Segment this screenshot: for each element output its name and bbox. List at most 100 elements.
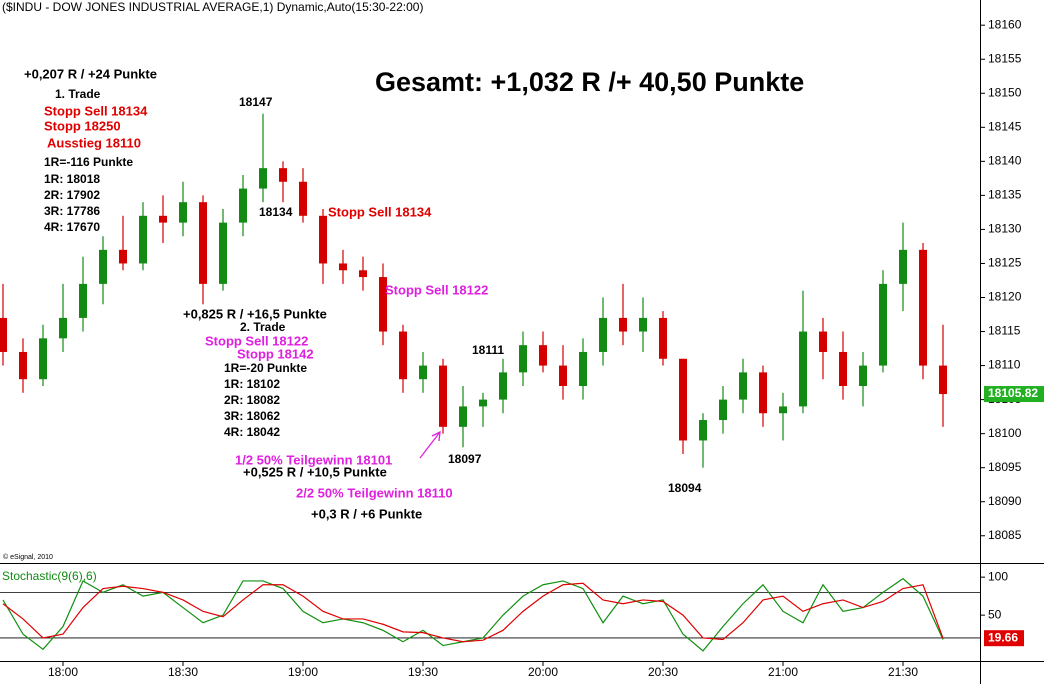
annotation: 18147	[239, 95, 273, 109]
last-price-label: 18105.82	[988, 386, 1038, 400]
y-tick-label: 18125	[988, 256, 1022, 270]
annotation: Stopp Sell 18134	[44, 103, 148, 118]
y-tick-label: 18150	[988, 85, 1022, 99]
y-tick-label: 18160	[988, 17, 1022, 31]
candle-body	[39, 338, 47, 380]
candle-body	[159, 215, 167, 223]
annotation: Stopp Sell 18134	[328, 204, 432, 219]
candle-body	[919, 249, 927, 366]
candle-body	[279, 168, 287, 182]
annotation: 1. Trade	[55, 87, 101, 101]
candle-body	[639, 317, 647, 332]
candle-body	[499, 372, 507, 400]
candle-body	[259, 168, 267, 189]
y-tick-label: 18135	[988, 188, 1022, 202]
candle-body	[539, 345, 547, 366]
x-tick-label: 18:00	[48, 665, 78, 679]
copyright: © eSignal, 2010	[3, 553, 53, 561]
stochastic-line	[2, 577, 944, 652]
candle-body	[719, 399, 727, 421]
candle-body	[699, 420, 707, 441]
y-tick-label: 18095	[988, 460, 1022, 474]
candle-body	[239, 188, 247, 223]
y-tick-label: 18120	[988, 290, 1022, 304]
annotation: 2R: 18082	[224, 393, 280, 407]
y-tick-label: 18140	[988, 154, 1022, 168]
annotation: Gesamt: +1,032 R /+ 40,50 Punkte	[375, 67, 804, 97]
candle-body	[939, 365, 947, 395]
y-tick-label: 18085	[988, 528, 1022, 542]
annotation: 3R: 17786	[44, 204, 100, 218]
x-tick-label: 20:30	[648, 665, 678, 679]
candle-body	[519, 345, 527, 373]
candle-body	[379, 277, 387, 332]
candle-body	[899, 249, 907, 284]
candle-body	[879, 283, 887, 366]
annotation: 1R=-20 Punkte	[224, 361, 307, 375]
candle-body	[659, 317, 667, 359]
annotation: 1R: 18018	[44, 172, 100, 186]
candle-body	[0, 317, 7, 352]
candle-body	[319, 215, 327, 264]
annotation: +0,207 R / +24 Punkte	[24, 66, 157, 81]
candle-body	[419, 365, 427, 380]
annotation: +0,525 R / +10,5 Punkte	[243, 464, 387, 479]
last-price-box	[984, 386, 1044, 403]
candle-body	[779, 406, 787, 414]
annotation: Stopp 18142	[237, 346, 314, 361]
y-tick-label: 18155	[988, 51, 1022, 65]
annotation: 18111	[472, 343, 504, 357]
annotation: 2. Trade	[240, 320, 286, 334]
candle-body	[739, 372, 747, 400]
annotation: 2R: 17902	[44, 188, 100, 202]
candle-body	[819, 331, 827, 352]
candle-body	[439, 365, 447, 427]
x-tick-label: 21:30	[888, 665, 918, 679]
candle-body	[579, 351, 587, 386]
candle-body	[19, 351, 27, 380]
y-tick-label: 18110	[988, 358, 1021, 372]
candle-body	[619, 317, 627, 332]
annotation: 18134	[259, 205, 293, 219]
annotation: Stopp Sell 18122	[385, 282, 488, 297]
annotation: 1/2 50% Teilgewinn 18101	[235, 452, 392, 467]
candle-body	[459, 406, 467, 427]
arrow	[419, 430, 441, 459]
x-tick-label: 19:30	[408, 665, 438, 679]
annotation: +0,825 R / +16,5 Punkte	[183, 306, 327, 321]
candle-body	[299, 181, 307, 216]
annotation: 18094	[668, 481, 702, 495]
x-tick-label: 18:30	[168, 665, 198, 679]
last-value-label: 19.66	[988, 630, 1018, 644]
candle-body	[859, 365, 867, 386]
y-tick-label: 18145	[988, 119, 1022, 133]
candle-body	[759, 372, 767, 414]
stochastic-line	[2, 582, 944, 643]
candle-body	[559, 365, 567, 386]
candle-body	[119, 249, 127, 264]
candle-body	[199, 202, 207, 284]
x-tick-label: 19:00	[288, 665, 318, 679]
annotation: 4R: 18042	[224, 425, 280, 439]
candle-body	[599, 317, 607, 352]
y-tick-label: 18090	[988, 494, 1022, 508]
last-value-box	[984, 630, 1024, 647]
annotation: 3R: 18062	[224, 409, 280, 423]
x-tick-label: 21:00	[768, 665, 798, 679]
candle-body	[839, 351, 847, 386]
candle-body	[679, 358, 687, 441]
candle-body	[139, 215, 147, 264]
chart-title: ($INDU - DOW JONES INDUSTRIAL AVERAGE,1)…	[2, 0, 423, 14]
y-tick-label: 18100	[988, 426, 1022, 440]
candle-body	[479, 399, 487, 407]
y-tick-label: 18130	[988, 222, 1022, 236]
annotation: Stopp Sell 18122	[205, 333, 308, 348]
y-tick-label: 50	[988, 607, 1002, 621]
annotation: +0,3 R / +6 Punkte	[311, 506, 422, 521]
annotation: 1R=-116 Punkte	[44, 155, 133, 169]
annotation: 2/2 50% Teilgewinn 18110	[296, 485, 453, 500]
x-tick-label: 20:00	[528, 665, 558, 679]
candle-body	[219, 222, 227, 284]
